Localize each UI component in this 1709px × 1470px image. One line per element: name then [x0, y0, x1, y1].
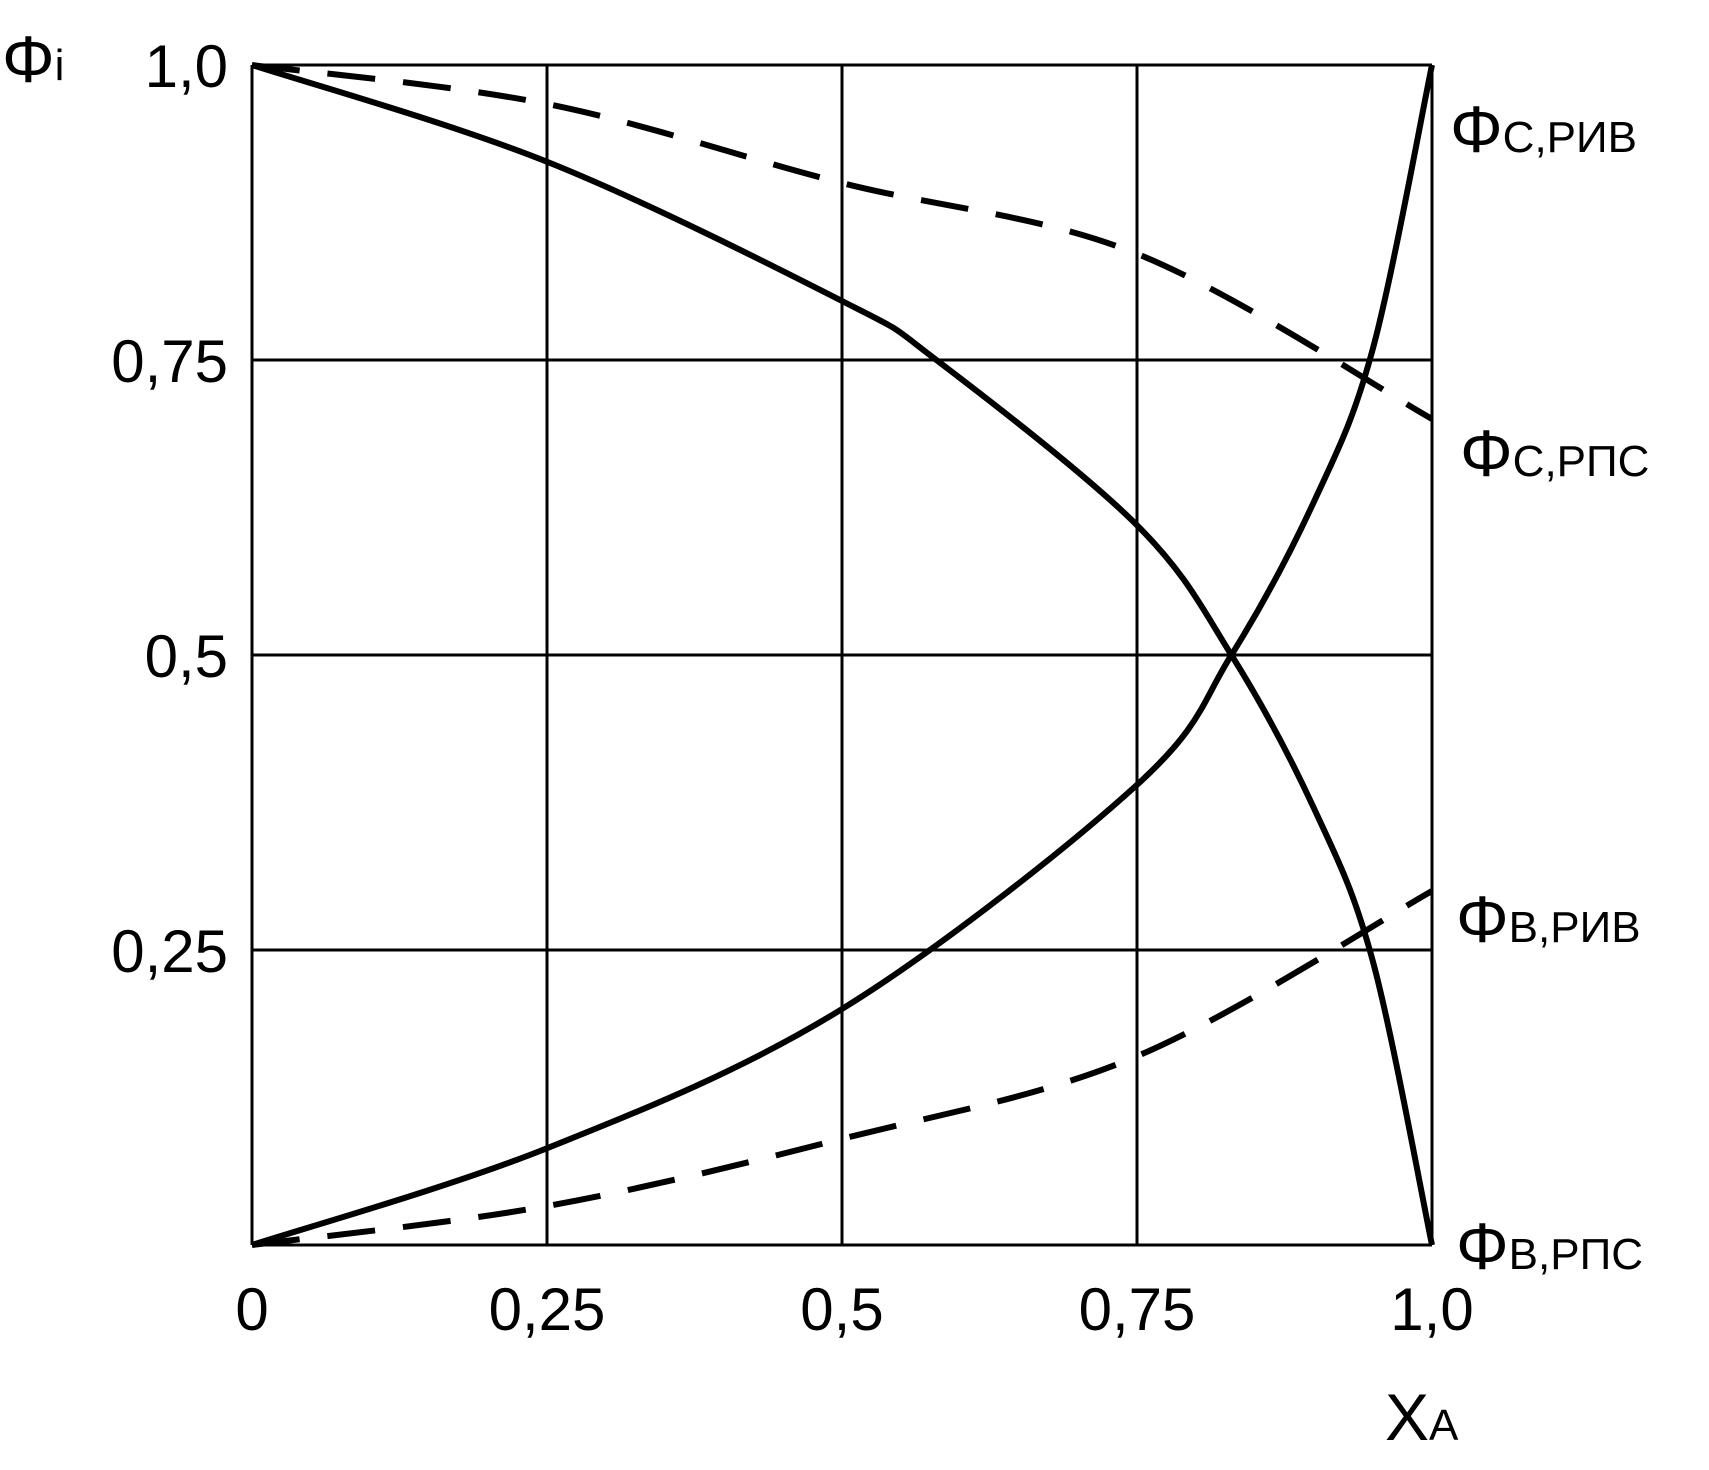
series-label-subscript: C,РИВ — [1503, 113, 1637, 162]
x-tick-labels: 0 0,25 0,5 0,75 1,0 — [235, 1276, 1473, 1343]
series-label-symbol: Φ — [1456, 882, 1509, 956]
series-line-3 — [251, 62, 1435, 1246]
series-label-0: ΦC,РИВ — [1450, 92, 1637, 166]
y-axis-label: Φi — [2, 22, 64, 96]
x-axis-symbol: X — [1385, 1380, 1429, 1454]
x-tick-label: 0,75 — [1079, 1276, 1196, 1343]
x-tick-label: 0,5 — [800, 1276, 883, 1343]
series-label-3: ΦB,РПС — [1456, 1209, 1643, 1283]
series-line-2 — [251, 888, 1434, 1248]
x-tick-label: 0 — [235, 1276, 268, 1343]
y-tick-label: 1,0 — [145, 33, 228, 100]
series-line-0 — [251, 64, 1435, 1248]
series-label-subscript: B,РПС — [1509, 1230, 1643, 1279]
x-axis-label: XA — [1385, 1380, 1459, 1454]
series-label-subscript: B,РИВ — [1509, 903, 1641, 952]
series-label-symbol: Φ — [1450, 92, 1503, 166]
series-label-subscript: C,РПС — [1513, 437, 1650, 486]
series-layer — [251, 62, 1435, 1248]
y-axis-symbol: Φ — [2, 22, 55, 96]
y-axis-subscript: i — [55, 41, 65, 90]
series-label-2: ΦB,РИВ — [1456, 882, 1641, 956]
x-tick-label: 0,25 — [489, 1276, 606, 1343]
y-tick-labels: 1,0 0,75 0,5 0,25 — [111, 33, 228, 985]
series-label-symbol: Φ — [1460, 416, 1513, 490]
y-tick-label: 0,25 — [111, 918, 228, 985]
y-tick-label: 0,75 — [111, 328, 228, 395]
grid — [250, 63, 1434, 1247]
x-axis-subscript: A — [1429, 1401, 1459, 1450]
x-tick-label: 1,0 — [1390, 1276, 1473, 1343]
series-label-symbol: Φ — [1456, 1209, 1509, 1283]
series-line-1 — [251, 62, 1434, 422]
series-label-1: ΦC,РПС — [1460, 416, 1649, 490]
y-tick-label: 0,5 — [145, 623, 228, 690]
